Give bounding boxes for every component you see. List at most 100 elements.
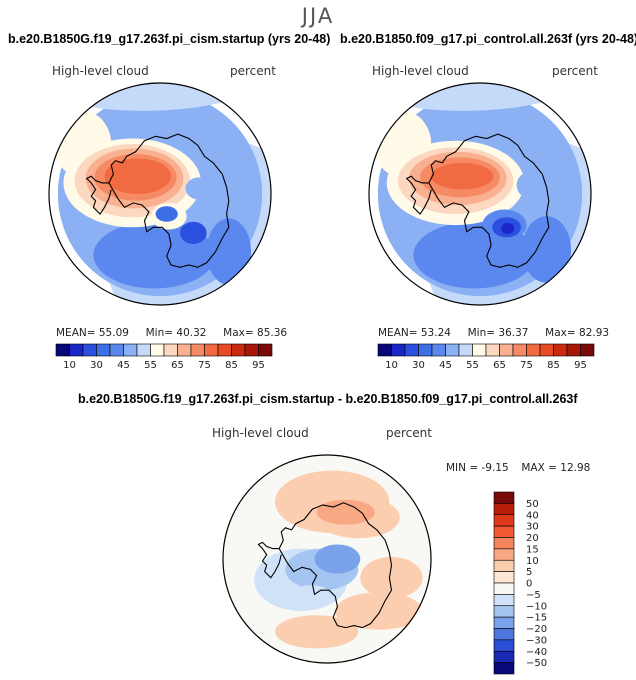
colorbar-tick-label: 55	[144, 360, 157, 371]
colorbar-swatch	[418, 343, 433, 357]
colorbar-tick-label: 45	[117, 360, 130, 371]
colorbar-swatch	[217, 343, 232, 357]
contour-region	[335, 592, 423, 630]
colorbar-tick-label: −20	[526, 624, 547, 635]
contour-region	[314, 544, 361, 574]
colorbar-tick-label: −15	[526, 613, 547, 624]
colorbar-tick-label: 5	[526, 567, 532, 578]
colorbar-swatch	[493, 639, 515, 652]
panel-1-min: 40.32	[176, 327, 207, 339]
colorbar-swatch	[493, 525, 515, 538]
colorbar-swatch	[96, 343, 111, 357]
colorbar-swatch	[431, 343, 446, 357]
colorbar-tick-label: 95	[574, 360, 587, 371]
colorbar-swatch	[539, 343, 554, 357]
field-contours	[369, 83, 591, 305]
contour-region	[522, 216, 572, 283]
colorbar-swatch	[244, 343, 259, 357]
panel-2-variable: High-level cloud	[372, 64, 469, 78]
antarctica-coastline	[428, 133, 550, 268]
panel-3-min-label: MIN =	[446, 462, 479, 474]
panel-2-min-label: Min=	[467, 327, 496, 339]
panel-1-title: b.e20.B1850G.f19_g17.263f.pi_cism.startu…	[8, 32, 331, 46]
contour-region	[292, 585, 331, 606]
colorbar-tick-label: 30	[526, 522, 539, 533]
panel-2-colorbar: 10 30 45 55 65 75 85 95	[377, 343, 595, 371]
peninsula-coastline	[405, 175, 432, 215]
panel-3-max: 12.98	[560, 462, 591, 474]
panel-3-variable: High-level cloud	[212, 426, 309, 440]
colorbar-swatch	[493, 503, 515, 516]
colorbar-tick-label: 15	[526, 544, 539, 555]
panel-3-max-label: MAX =	[521, 462, 557, 474]
colorbar-tick-label: 20	[526, 533, 539, 544]
colorbar-tick-label: −5	[526, 590, 541, 601]
panel-1-mean: 55.09	[98, 327, 129, 339]
panel-2-mean-label: MEAN=	[378, 327, 418, 339]
contour-region	[185, 177, 213, 200]
colorbar-swatch	[377, 343, 392, 357]
colorbar-swatch	[150, 343, 165, 357]
colorbar-swatch	[204, 343, 219, 357]
antarctica-coastline	[278, 502, 393, 629]
panel-2-map	[368, 82, 592, 306]
colorbar-swatch	[493, 594, 515, 607]
colorbar-swatch	[485, 343, 500, 357]
colorbar-swatch	[526, 343, 541, 357]
panel-1-units: percent	[230, 64, 276, 78]
colorbar-swatch	[445, 343, 460, 357]
colorbar-tick-label: −40	[526, 647, 547, 658]
colorbar-tick-label: 55	[466, 360, 479, 371]
colorbar-swatch	[493, 537, 515, 550]
colorbar-swatch	[493, 616, 515, 629]
colorbar-tick-label: 10	[526, 556, 539, 567]
map-boundary	[222, 454, 432, 664]
colorbar-swatch	[493, 548, 515, 561]
panel-1-colorbar: 10 30 45 55 65 75 85 95	[55, 343, 273, 371]
colorbar-swatch	[493, 491, 515, 504]
colorbar-swatch	[493, 514, 515, 527]
colorbar-tick-label: 40	[526, 510, 539, 521]
colorbar-swatch	[55, 343, 70, 357]
colorbar-swatch	[136, 343, 151, 357]
panel-1-mean-label: MEAN=	[56, 327, 96, 339]
colorbar-tick-label: 75	[520, 360, 533, 371]
colorbar-tick-label: 30	[412, 360, 425, 371]
contour-region	[104, 158, 172, 194]
colorbar-swatch	[163, 343, 178, 357]
contour-region	[516, 171, 544, 199]
colorbar-swatch	[512, 343, 527, 357]
colorbar-swatch	[69, 343, 84, 357]
colorbar-swatch	[493, 605, 515, 618]
colorbar-tick-label: 45	[439, 360, 452, 371]
colorbar-tick-label: −30	[526, 635, 547, 646]
contour-region	[155, 206, 178, 222]
colorbar-tick-label: −10	[526, 601, 547, 612]
colorbar-swatch	[566, 343, 581, 357]
panel-3-title: b.e20.B1850G.f19_g17.263f.pi_cism.startu…	[78, 392, 578, 406]
panel-2-min: 36.37	[498, 327, 529, 339]
colorbar-swatch	[123, 343, 138, 357]
colorbar-tick-label: 95	[252, 360, 265, 371]
colorbar-tick-label: 50	[526, 499, 539, 510]
map-boundary	[48, 82, 272, 306]
panel-1-max-label: Max=	[223, 327, 254, 339]
panel-2-stats: MEAN= 53.24 Min= 36.37 Max= 82.93	[378, 327, 609, 339]
panel-1-map	[48, 82, 272, 306]
colorbar-tick-label: −50	[526, 658, 547, 669]
contour-region	[316, 499, 375, 525]
contour-region	[501, 222, 515, 234]
panel-3-map	[222, 454, 432, 664]
panel-1-stats: MEAN= 55.09 Min= 40.32 Max= 85.36	[56, 327, 287, 339]
season-title: JJA	[301, 4, 335, 28]
panel-1-max: 85.36	[257, 327, 288, 339]
colorbar-swatch	[258, 343, 273, 357]
colorbar-swatch	[499, 343, 514, 357]
panel-1-min-label: Min=	[145, 327, 174, 339]
peninsula-coastline	[85, 175, 112, 215]
contour-region	[179, 221, 207, 244]
colorbar-swatch	[493, 582, 515, 595]
colorbar-swatch	[404, 343, 419, 357]
colorbar-swatch	[493, 628, 515, 641]
